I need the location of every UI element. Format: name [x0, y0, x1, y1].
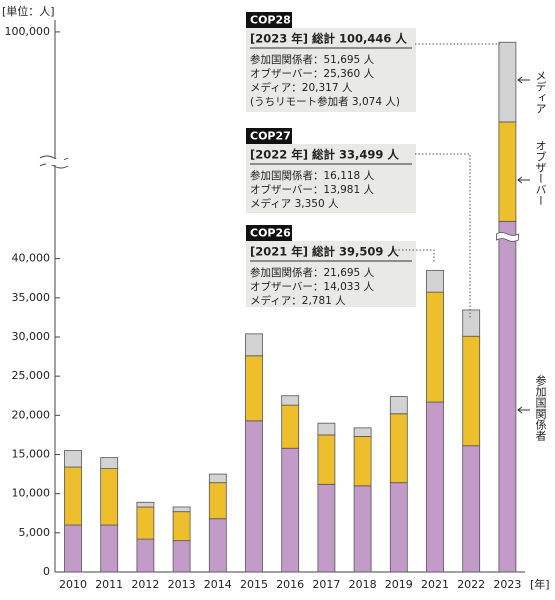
annotation-box: [246, 241, 416, 307]
annotation-line: オブザーバー：13,981 人: [250, 183, 374, 196]
bar-segment: [136, 501, 155, 508]
bar-segment: [245, 420, 263, 573]
x-tick-label: 2023: [493, 578, 521, 591]
bar-segment: [172, 511, 191, 542]
y-tick-label: 100,000: [5, 25, 51, 38]
x-tick-label: 2018: [349, 578, 377, 591]
annotation-tag: COP26: [250, 227, 291, 240]
annotation-box: [246, 144, 416, 213]
annotation-heading: [2023 年] 総計 100,446 人: [250, 32, 407, 46]
bar-segment: [317, 483, 336, 573]
bar-segment: [498, 121, 517, 222]
bar-segment: [281, 404, 300, 449]
bar-segment: [172, 540, 191, 573]
x-tick-label: 2012: [131, 578, 159, 591]
bar-segment: [100, 524, 119, 573]
bar-segment: [353, 427, 372, 437]
legend-arrow: [517, 76, 530, 84]
y-tick-label: 30,000: [12, 330, 51, 343]
axis-break-gap: [46, 159, 64, 165]
bar-segment: [100, 457, 119, 469]
annotation-line: オブザーバー：14,033 人: [250, 280, 374, 293]
annotation-line: 参加国関係者：21,695 人: [250, 266, 375, 279]
bar-segment: [245, 333, 263, 357]
x-tick-label: 2010: [59, 578, 87, 591]
unit-label: [単位：人]: [2, 4, 55, 18]
annotation-tag-bg: [246, 128, 292, 144]
legend-label: メディア: [534, 70, 547, 114]
bar-segment: [100, 468, 119, 526]
annotation-line: メディア：20,317 人: [250, 81, 353, 94]
legend-arrow: [517, 176, 530, 184]
bar-segment: [462, 445, 481, 573]
annotation-tag-bg: [246, 12, 292, 28]
y-tick-label: 20,000: [12, 408, 51, 421]
annotation-line: メディア：2,781 人: [250, 294, 346, 307]
y-tick-label: 40,000: [12, 252, 51, 265]
bar-segment: [64, 450, 82, 468]
bar-segment: [317, 422, 336, 436]
x-tick-label: 2022: [457, 578, 485, 591]
bar-segment: [498, 41, 517, 123]
bar-segment: [389, 482, 408, 573]
leader-line: [415, 153, 471, 318]
annotation-line: 参加国関係者：51,695 人: [250, 53, 375, 66]
bar-segment: [136, 506, 155, 540]
x-tick-label: 2019: [385, 578, 413, 591]
bar-segment: [353, 485, 372, 573]
x-tick-label: 2021: [421, 578, 449, 591]
x-unit-label: [年]: [530, 577, 550, 591]
bar-segment: [281, 395, 300, 406]
leader-line: [395, 249, 435, 262]
annotation-line: オブザーバー：25,360 人: [250, 67, 374, 80]
y-tick-label: 35,000: [12, 291, 51, 304]
annotation-heading: [2022 年] 総計 33,499 人: [250, 148, 399, 162]
bar-segment: [136, 538, 155, 573]
x-tick-label: 2016: [276, 578, 304, 591]
bar-segment: [498, 220, 517, 573]
annotation-tag-bg: [246, 225, 292, 241]
annotation-line: 参加国関係者：16,118 人: [250, 169, 375, 182]
bar-segment: [426, 269, 444, 293]
x-tick-label: 2017: [312, 578, 340, 591]
y-tick-label: 0: [43, 565, 50, 578]
y-tick-label: 5,000: [19, 526, 51, 539]
bar-segment: [389, 396, 408, 415]
bar-segment: [426, 291, 444, 403]
annotation-tag: COP27: [250, 130, 291, 143]
bar-segment: [462, 335, 481, 447]
x-tick-label: 2013: [168, 578, 196, 591]
bar-segment: [462, 309, 481, 337]
bar-segment: [245, 355, 263, 422]
bar-segment: [389, 413, 408, 484]
annotation-box: [246, 28, 416, 112]
annotation-line: (うちリモート参加者 3,074 人): [250, 95, 400, 108]
bar-segment: [64, 466, 82, 526]
x-tick-label: 2014: [204, 578, 232, 591]
y-tick-label: 25,000: [12, 369, 51, 382]
y-tick-label: 10,000: [12, 487, 51, 500]
bar-segment: [353, 436, 372, 487]
legend-arrow: [517, 406, 530, 414]
bar-segment: [208, 518, 227, 573]
bar-segment: [172, 506, 191, 513]
bar-segment: [281, 447, 300, 573]
bar-segment: [64, 524, 82, 573]
x-tick-label: 2011: [95, 578, 123, 591]
legend-label: オブザーバー: [534, 140, 547, 206]
annotation-heading: [2021 年] 総計 39,509 人: [250, 245, 399, 259]
y-tick-label: 15,000: [12, 448, 51, 461]
bar-segment: [317, 434, 336, 485]
bar-segment: [208, 473, 227, 484]
x-tick-label: 2015: [240, 578, 268, 591]
bar-segment: [208, 482, 227, 520]
annotation-line: メディア 3,350 人: [250, 197, 339, 210]
annotation-tag: COP28: [250, 14, 291, 27]
legend-label: 参加国関係者: [534, 374, 547, 442]
bar-break: [496, 232, 519, 242]
bar-segment: [426, 401, 444, 573]
